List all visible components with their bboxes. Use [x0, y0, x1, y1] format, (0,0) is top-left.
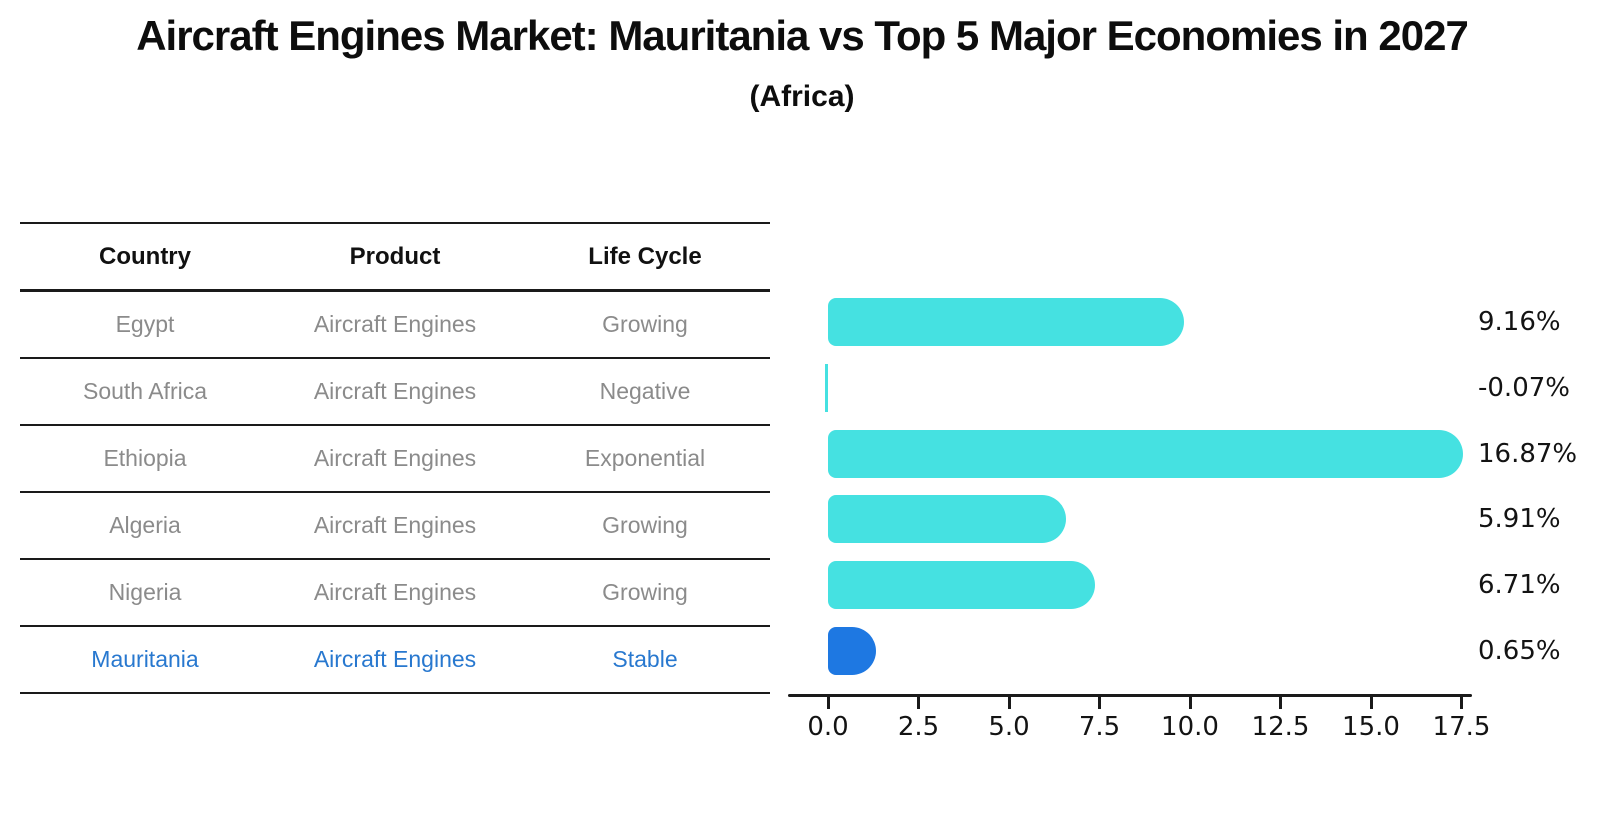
x-axis-tick-label: 2.5 — [897, 712, 940, 742]
bar-value-label: 5.91% — [1478, 504, 1561, 535]
cell-country: Algeria — [109, 512, 181, 538]
x-axis-tick-label: 7.5 — [1078, 712, 1121, 742]
bar-algeria — [828, 495, 1066, 544]
cell-life-cycle: Growing — [602, 311, 688, 337]
table-row: Ethiopia Aircraft Engines Exponential — [20, 426, 770, 493]
chart-title: Aircraft Engines Market: Mauritania vs T… — [136, 12, 1469, 59]
x-axis-tick — [1279, 697, 1282, 709]
x-axis-tick-label: 10.0 — [1161, 712, 1219, 742]
bar-value-label: 0.65% — [1478, 636, 1561, 666]
x-axis-tick — [1098, 697, 1101, 709]
x-axis-tick-label: 17.5 — [1432, 712, 1491, 742]
bar-south-africa — [825, 363, 828, 412]
cell-life-cycle: Stable — [612, 646, 678, 672]
x-axis-tick — [1188, 697, 1192, 709]
column-header-life-cycle: Life Cycle — [588, 242, 702, 270]
x-axis-tick — [1369, 697, 1373, 709]
bar-value-label: 16.87% — [1478, 438, 1578, 469]
cell-country: South Africa — [82, 378, 208, 404]
table-row: South Africa Aircraft Engines Negative — [20, 359, 770, 426]
x-axis-tick — [1460, 697, 1463, 709]
cell-country: Egypt — [115, 311, 175, 337]
table-row: Egypt Aircraft Engines Growing — [20, 292, 770, 359]
country-table: Country Product Life Cycle Egypt Aircraft… — [20, 222, 770, 694]
bar-value-label: 6.71% — [1478, 570, 1561, 601]
table-body: Egypt Aircraft Engines Growing South Africa… — [20, 292, 770, 694]
cell-product: Aircraft Engines — [313, 311, 477, 337]
column-header-country: Country — [99, 242, 191, 270]
table-header-row: Country Product Life Cycle — [20, 224, 770, 292]
cell-life-cycle: Growing — [602, 512, 688, 538]
cell-product: Aircraft Engines — [313, 378, 477, 404]
chart-subtitle: (Africa) — [749, 80, 855, 113]
cell-country: Mauritania — [91, 646, 199, 672]
x-axis-tick-label: 12.5 — [1251, 712, 1310, 742]
bar-nigeria — [828, 561, 1095, 610]
table-row: Nigeria Aircraft Engines Growing — [20, 560, 770, 627]
cell-life-cycle: Exponential — [584, 445, 706, 471]
table-row: Algeria Aircraft Engines Growing — [20, 493, 770, 560]
cell-country: Ethiopia — [103, 445, 187, 471]
x-axis-tick-label: 5.0 — [988, 712, 1030, 742]
x-axis-tick — [917, 697, 920, 709]
cell-life-cycle: Growing — [602, 579, 688, 605]
bar-value-label: -0.07% — [1478, 372, 1570, 403]
bar-value-label: 9.16% — [1478, 307, 1561, 337]
x-axis-tick-label: 15.0 — [1342, 712, 1400, 742]
bar-ethiopia — [828, 429, 1463, 478]
cell-country: Nigeria — [108, 579, 182, 605]
cell-product: Aircraft Engines — [313, 445, 477, 471]
cell-product: Aircraft Engines — [313, 646, 477, 672]
x-axis-tick — [1007, 697, 1011, 709]
cell-product: Aircraft Engines — [313, 579, 477, 605]
table-row: Mauritania Aircraft Engines Stable — [20, 627, 770, 694]
column-header-product: Product — [349, 242, 441, 270]
x-axis-tick — [826, 697, 830, 709]
bar-egypt — [828, 298, 1184, 346]
cell-life-cycle: Negative — [599, 378, 691, 404]
cell-product: Aircraft Engines — [313, 512, 477, 538]
bar-mauritania — [828, 627, 876, 675]
x-axis-tick-label: 0.0 — [807, 712, 849, 742]
x-axis-line — [788, 694, 1472, 697]
